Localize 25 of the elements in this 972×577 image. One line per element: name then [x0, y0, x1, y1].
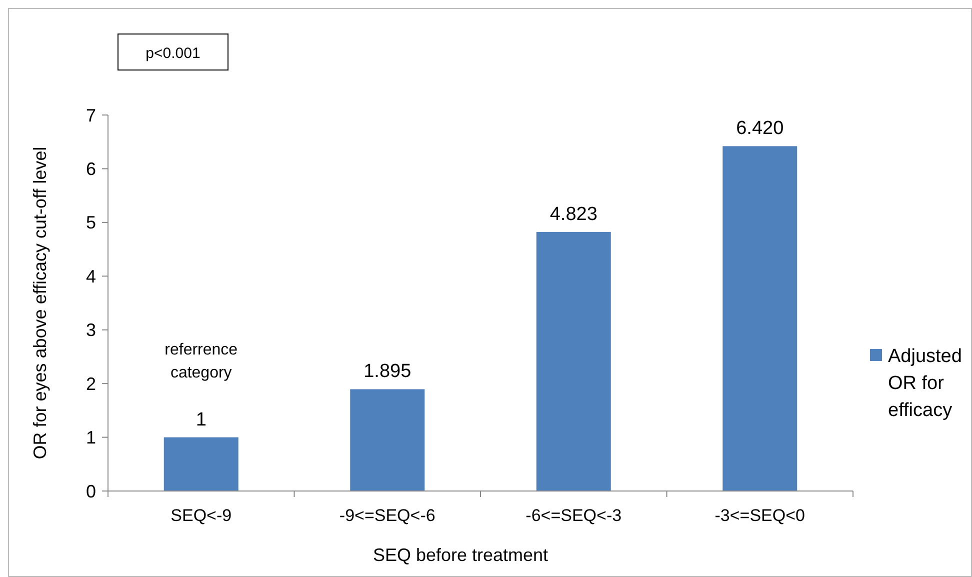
y-tick-label: 1 [86, 428, 96, 448]
annotation: referrence category [164, 341, 238, 382]
x-tick-label: -6<=SEQ<-3 [526, 506, 622, 525]
data-label: 1 [196, 409, 206, 430]
data-label: 1.895 [364, 361, 412, 382]
data-label: 4.823 [550, 204, 598, 225]
x-tick-label: SEQ<-9 [170, 506, 232, 525]
y-tick-label: 0 [86, 481, 96, 502]
bar [722, 146, 798, 491]
y-tick-label: 7 [86, 105, 96, 126]
legend-label: Adjusted OR for efficacy [888, 346, 962, 421]
x-tick-label: -9<=SEQ<-6 [339, 506, 436, 525]
bar [164, 437, 238, 491]
y-axis-title: OR for eyes above efficacy cut-off level [30, 146, 50, 460]
y-tick-label: 2 [86, 374, 96, 394]
x-axis-title: SEQ before treatment [372, 545, 548, 565]
y-tick-label: 4 [86, 266, 96, 286]
y-tick-label: 6 [86, 159, 96, 180]
bar [536, 232, 611, 491]
data-label: 6.420 [736, 118, 784, 140]
y-tick-label: 3 [86, 320, 96, 340]
y-tick-label: 5 [86, 212, 96, 233]
x-tick-label: -3<=SEQ<0 [714, 506, 806, 525]
text: p<0.001 [146, 45, 200, 62]
bar [350, 389, 425, 491]
